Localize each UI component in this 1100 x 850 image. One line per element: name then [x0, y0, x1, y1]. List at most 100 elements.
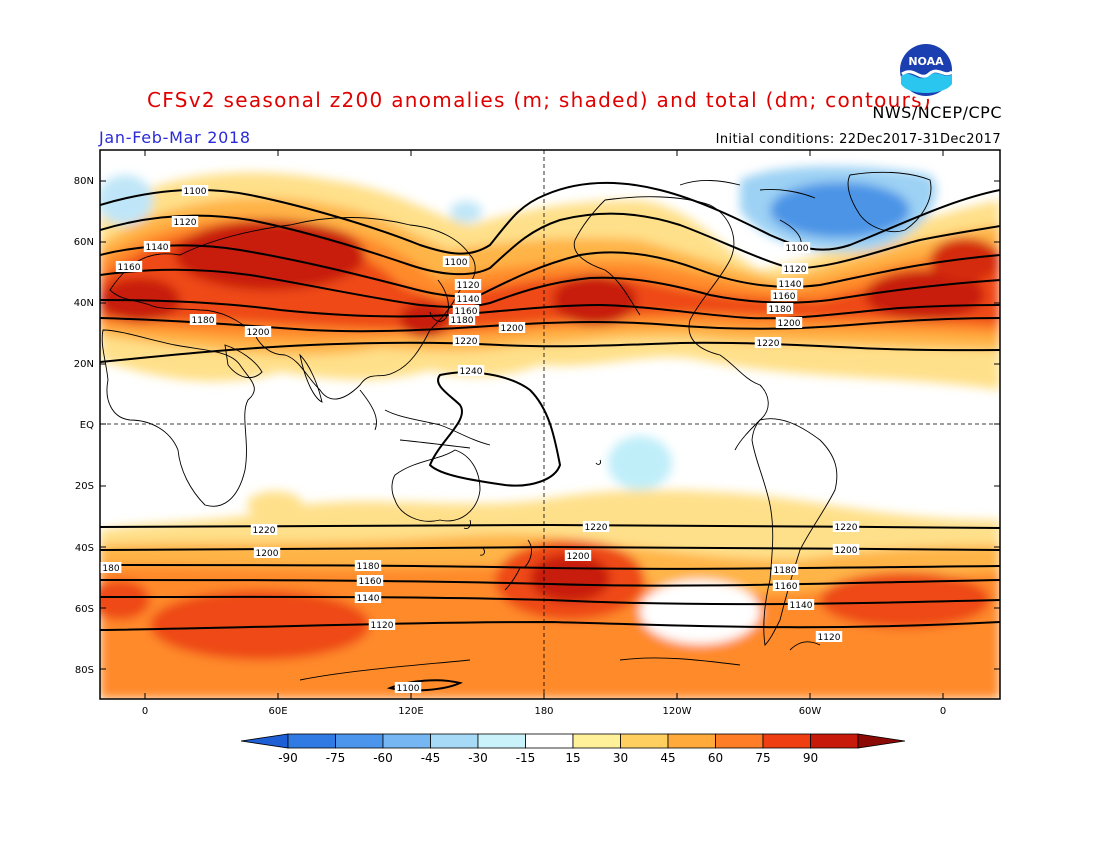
initial-conditions-label: Initial conditions: 22Dec2017-31Dec2017 [715, 132, 1001, 147]
colorbar-tick-label: 60 [708, 751, 723, 765]
colorbar-tick-label: 90 [803, 751, 818, 765]
lon-tick: 180 [534, 706, 553, 717]
contour-label-text: 1120 [174, 218, 197, 228]
contour-label-text: 1240 [460, 367, 483, 377]
lat-tick: 20N [74, 359, 94, 370]
lat-tick: 20S [75, 481, 94, 492]
contour-label-text: 1180 [192, 316, 215, 326]
colorbar-swatch [382, 733, 431, 749]
contour-label: 1140 [454, 293, 482, 305]
longitude-axis: 0 60E 120E 180 120W 60W 0 [142, 150, 946, 717]
noaa-logo-icon: NOAA [897, 41, 955, 99]
contour-label: 1180 [448, 314, 476, 326]
colorbar-tick-label: 15 [565, 751, 580, 765]
contour-label: 1220 [754, 337, 782, 349]
colorbar-swatch [525, 733, 574, 749]
contour-label-text: 1120 [457, 281, 480, 291]
lon-tick: 0 [940, 706, 946, 717]
contour-label-text: 1120 [371, 621, 394, 631]
contour-label-text: 1200 [256, 549, 279, 559]
contour-label-text: 1100 [786, 244, 809, 254]
contour-label-text: 1140 [790, 601, 813, 611]
contour-label: 1120 [171, 216, 199, 228]
lat-tick: 80S [75, 665, 94, 676]
contour-label: 1100 [783, 242, 811, 254]
lon-tick: 120W [663, 706, 692, 717]
colorbar-tick-label: -30 [468, 751, 488, 765]
contour-label: 1120 [368, 619, 396, 631]
contour-label: 1140 [787, 599, 815, 611]
noaa-logo-text: NOAA [908, 55, 944, 68]
colorbar-tick-label: 45 [660, 751, 675, 765]
colorbar-swatch [287, 733, 336, 749]
colorbar-tick-label: -15 [516, 751, 536, 765]
contour-label-text: 1200 [567, 552, 590, 562]
contour-labels: 1100112011401160118012001100112011401160… [100, 185, 860, 694]
contour-label-text: 180 [102, 564, 119, 574]
contour-label: 1120 [815, 631, 843, 643]
contour-label-text: 1160 [455, 307, 478, 317]
contour-label-text: 1160 [359, 577, 382, 587]
contour-label: 1160 [772, 580, 800, 592]
season-label: Jan-Feb-Mar 2018 [99, 128, 251, 147]
colorbar-tick-label: -45 [421, 751, 441, 765]
colorbar-tick-label: -60 [373, 751, 393, 765]
contour-label: 1140 [776, 278, 804, 290]
lon-tick: 60W [799, 706, 822, 717]
colorbar-swatch [572, 733, 621, 749]
contour-label-text: 1180 [451, 316, 474, 326]
contour-label-text: 1180 [357, 562, 380, 572]
contour-label-text: 1100 [397, 684, 420, 694]
contour-label-text: 1140 [357, 594, 380, 604]
colorbar-tick-label: -90 [278, 751, 298, 765]
contour-label-text: 1180 [774, 566, 797, 576]
contour-label: 1100 [442, 256, 470, 268]
contour-label-text: 1200 [501, 324, 524, 334]
contour-label: 1200 [775, 317, 803, 329]
colorbar-swatch [715, 733, 764, 749]
contour-label-text: 1160 [118, 263, 141, 273]
lon-tick: 60E [268, 706, 287, 717]
contour-label: 1200 [832, 544, 860, 556]
contour-label: 1160 [356, 575, 384, 587]
contour-label: 1180 [771, 564, 799, 576]
colorbar-arrow-left [240, 733, 289, 749]
colorbar-arrow-right [857, 733, 906, 749]
colorbar-swatch [477, 733, 526, 749]
contour-label-text: 1180 [769, 305, 792, 315]
lat-tick: 60N [74, 237, 94, 248]
colorbar-swatch [335, 733, 384, 749]
contour-label-text: 1200 [778, 319, 801, 329]
contour-label: 1240 [457, 365, 485, 377]
contour-label-text: 1220 [455, 337, 478, 347]
contour-label: 1200 [244, 326, 272, 338]
contour-label-text: 1120 [818, 633, 841, 643]
contour-label: 1220 [452, 335, 480, 347]
contour-label: 1160 [115, 261, 143, 273]
coastlines [101, 171, 932, 681]
lat-tick: 60S [75, 604, 94, 615]
contour-label-text: 1140 [779, 280, 802, 290]
contour-label-text: 1160 [775, 582, 798, 592]
contour-label-text: 1140 [457, 295, 480, 305]
contour-label-text: 1100 [445, 258, 468, 268]
contour-label: 1140 [354, 592, 382, 604]
lat-tick: EQ [80, 420, 94, 431]
colorbar: -90 -75 -60 -45 -30 -15 15 30 45 60 75 90 [240, 733, 906, 765]
colorbar-tick-label: 30 [613, 751, 628, 765]
lat-tick: 40S [75, 543, 94, 554]
contour-label-text: 1140 [146, 243, 169, 253]
anomaly-shading [100, 150, 1000, 699]
colorbar-swatch [430, 733, 479, 749]
contour-label: 1100 [394, 682, 422, 694]
contour-label: 1180 [189, 314, 217, 326]
agency-label: NWS/NCEP/CPC [872, 103, 1002, 122]
lat-tick: 40N [74, 298, 94, 309]
lon-tick: 0 [142, 706, 148, 717]
contour-label: 1160 [770, 290, 798, 302]
colorbar-swatch [762, 733, 811, 749]
contour-label: 1140 [143, 241, 171, 253]
contour-label-text: 1100 [184, 187, 207, 197]
contour-label-text: 1220 [757, 339, 780, 349]
